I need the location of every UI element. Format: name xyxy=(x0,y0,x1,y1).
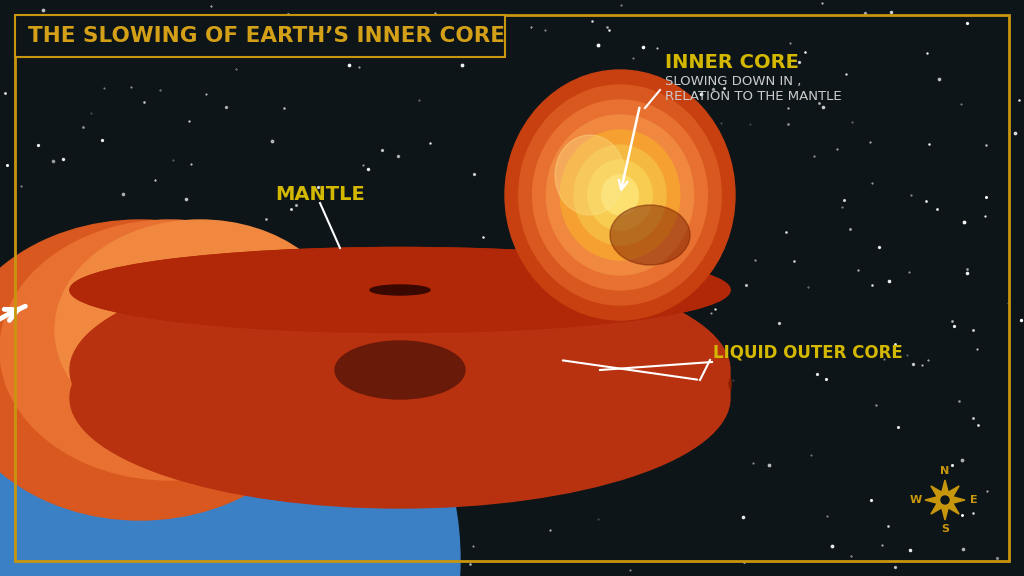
Ellipse shape xyxy=(505,70,735,320)
Ellipse shape xyxy=(234,271,565,309)
Ellipse shape xyxy=(285,333,515,407)
Text: INNER CORE: INNER CORE xyxy=(665,52,799,71)
Ellipse shape xyxy=(532,100,708,290)
Ellipse shape xyxy=(70,248,730,332)
Ellipse shape xyxy=(146,442,164,468)
Ellipse shape xyxy=(355,283,445,297)
Ellipse shape xyxy=(610,205,690,265)
Text: N: N xyxy=(940,466,949,476)
Ellipse shape xyxy=(115,470,145,490)
Ellipse shape xyxy=(69,273,731,495)
Ellipse shape xyxy=(317,280,482,300)
Ellipse shape xyxy=(555,135,625,215)
Ellipse shape xyxy=(80,295,720,501)
Ellipse shape xyxy=(355,283,445,297)
Text: RELATION TO THE MANTLE: RELATION TO THE MANTLE xyxy=(665,90,842,104)
Ellipse shape xyxy=(0,220,340,480)
Ellipse shape xyxy=(275,275,525,305)
Ellipse shape xyxy=(180,300,620,440)
Ellipse shape xyxy=(185,300,615,440)
Ellipse shape xyxy=(70,248,730,332)
Ellipse shape xyxy=(234,271,565,309)
Circle shape xyxy=(941,496,949,504)
Ellipse shape xyxy=(80,251,720,329)
Ellipse shape xyxy=(85,267,715,472)
Ellipse shape xyxy=(335,369,465,427)
FancyArrowPatch shape xyxy=(618,108,639,190)
Ellipse shape xyxy=(285,361,515,435)
Ellipse shape xyxy=(370,285,430,295)
Ellipse shape xyxy=(220,311,580,429)
Ellipse shape xyxy=(80,267,720,472)
Ellipse shape xyxy=(602,175,638,215)
Ellipse shape xyxy=(547,115,693,275)
Ellipse shape xyxy=(55,220,345,440)
Ellipse shape xyxy=(100,376,120,404)
Ellipse shape xyxy=(145,289,655,451)
Ellipse shape xyxy=(85,395,115,435)
Ellipse shape xyxy=(150,289,650,451)
Circle shape xyxy=(0,250,460,576)
Ellipse shape xyxy=(370,285,430,295)
Ellipse shape xyxy=(79,444,101,476)
Ellipse shape xyxy=(319,372,480,424)
Text: W: W xyxy=(910,495,923,505)
Ellipse shape xyxy=(180,328,620,468)
Ellipse shape xyxy=(335,341,465,399)
Ellipse shape xyxy=(155,261,645,319)
Ellipse shape xyxy=(97,415,142,485)
Ellipse shape xyxy=(195,266,605,314)
Ellipse shape xyxy=(145,317,655,479)
Ellipse shape xyxy=(115,278,685,463)
Ellipse shape xyxy=(317,280,482,300)
Text: S: S xyxy=(941,524,949,534)
Ellipse shape xyxy=(132,412,158,448)
Ellipse shape xyxy=(70,260,730,480)
Ellipse shape xyxy=(110,278,690,463)
Ellipse shape xyxy=(80,251,720,329)
Text: LIQUID OUTER CORE: LIQUID OUTER CORE xyxy=(713,343,903,361)
Ellipse shape xyxy=(250,322,550,418)
Ellipse shape xyxy=(215,311,585,429)
Ellipse shape xyxy=(519,85,721,305)
Ellipse shape xyxy=(0,220,330,520)
Ellipse shape xyxy=(325,344,475,396)
FancyArrowPatch shape xyxy=(563,361,697,380)
Ellipse shape xyxy=(70,288,730,508)
Polygon shape xyxy=(925,480,965,520)
Ellipse shape xyxy=(588,160,652,230)
Ellipse shape xyxy=(75,260,725,480)
Ellipse shape xyxy=(255,322,545,418)
Ellipse shape xyxy=(335,341,465,399)
Ellipse shape xyxy=(215,339,585,457)
Ellipse shape xyxy=(155,261,645,319)
Ellipse shape xyxy=(290,333,510,407)
Text: E: E xyxy=(970,495,978,505)
Text: MANTLE: MANTLE xyxy=(275,185,365,204)
Ellipse shape xyxy=(150,481,170,499)
Ellipse shape xyxy=(195,266,605,314)
Ellipse shape xyxy=(110,305,690,491)
Text: THE SLOWING OF EARTH’S INNER CORE: THE SLOWING OF EARTH’S INNER CORE xyxy=(28,26,505,46)
Ellipse shape xyxy=(115,256,685,324)
Ellipse shape xyxy=(275,275,525,305)
Ellipse shape xyxy=(250,350,550,446)
Text: SLOWING DOWN IN ,: SLOWING DOWN IN , xyxy=(665,75,802,89)
Ellipse shape xyxy=(75,278,725,490)
Ellipse shape xyxy=(319,344,480,396)
FancyBboxPatch shape xyxy=(15,15,505,57)
Ellipse shape xyxy=(115,256,685,324)
Ellipse shape xyxy=(574,145,666,245)
Ellipse shape xyxy=(560,130,680,260)
